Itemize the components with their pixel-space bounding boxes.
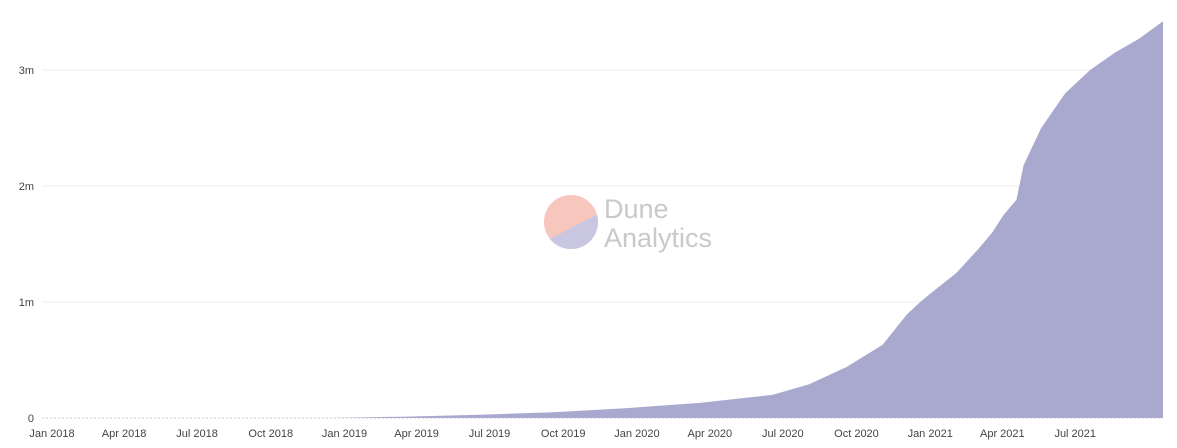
dune-analytics-watermark: Dune Analytics xyxy=(544,194,712,253)
area-fill xyxy=(42,21,1163,419)
y-tick-label: 1m xyxy=(19,297,34,309)
x-tick-label: Oct 2019 xyxy=(541,428,586,440)
x-tick-label: Apr 2020 xyxy=(688,428,733,440)
watermark-line-1: Dune xyxy=(604,194,669,224)
x-tick-label: Jan 2019 xyxy=(322,428,367,440)
x-tick-label: Jul 2021 xyxy=(1054,428,1096,440)
area-series xyxy=(42,21,1163,419)
x-tick-label: Jan 2021 xyxy=(908,428,953,440)
x-tick-label: Apr 2021 xyxy=(980,428,1025,440)
x-tick-label: Apr 2018 xyxy=(102,428,147,440)
y-axis: 0 1m 2m 3m xyxy=(19,65,34,425)
y-tick-label: 0 xyxy=(28,413,34,425)
x-tick-label: Jul 2018 xyxy=(176,428,218,440)
x-tick-label: Oct 2020 xyxy=(834,428,879,440)
dune-logo-icon xyxy=(544,195,598,249)
x-axis: Jan 2018 Apr 2018 Jul 2018 Oct 2018 Jan 2019… xyxy=(29,428,1096,440)
x-tick-label: Jul 2019 xyxy=(469,428,511,440)
x-tick-label: Jul 2020 xyxy=(762,428,804,440)
watermark-line-2: Analytics xyxy=(604,223,712,253)
y-tick-label: 3m xyxy=(19,65,34,77)
x-tick-label: Jan 2018 xyxy=(29,428,74,440)
x-tick-label: Oct 2018 xyxy=(248,428,293,440)
y-tick-label: 2m xyxy=(19,181,34,193)
x-tick-label: Jan 2020 xyxy=(614,428,659,440)
x-tick-label: Apr 2019 xyxy=(394,428,439,440)
